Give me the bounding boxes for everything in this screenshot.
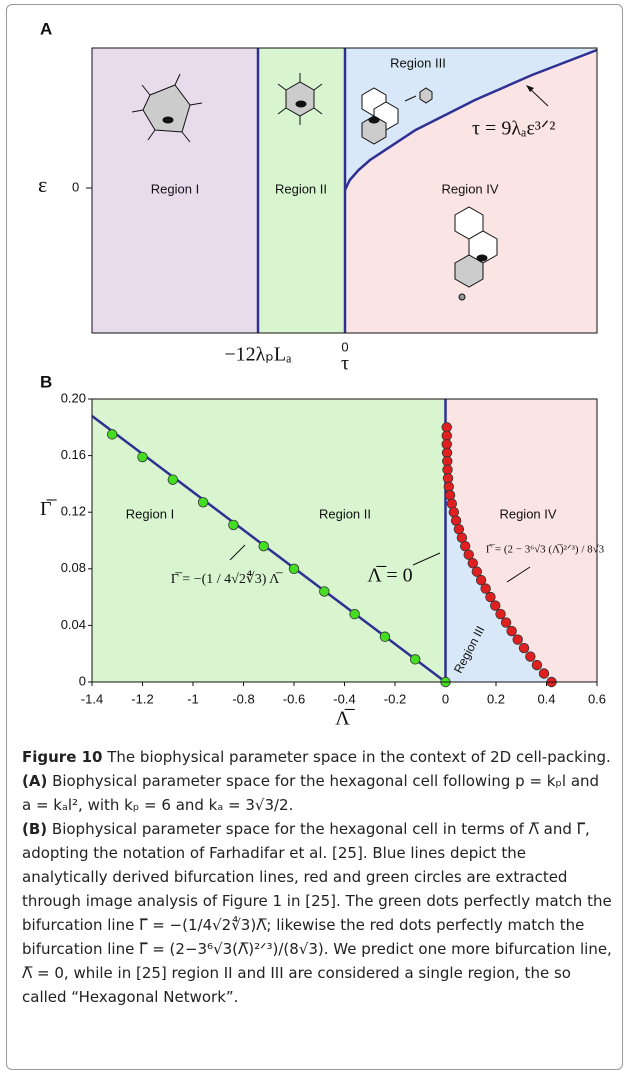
- panel-label: B: [40, 372, 52, 391]
- caption-text: Biophysical parameter space for the hexa…: [22, 772, 600, 814]
- data-point: [258, 540, 269, 552]
- data-point: [485, 591, 496, 603]
- y-tick-label: 0: [72, 179, 79, 194]
- data-point: [228, 519, 239, 531]
- x-tick-label: 0.6: [588, 691, 606, 706]
- x-axis-label: τ: [341, 353, 349, 375]
- y-tick-label: 0.04: [61, 617, 86, 632]
- x-tick-label: 0.2: [487, 691, 505, 706]
- data-point: [506, 625, 517, 637]
- annotation: Γ̅ = −(1 / 4√2∜3) Λ̅: [171, 570, 284, 587]
- figure-frame: [6, 4, 623, 1070]
- data-point: [471, 566, 483, 577]
- arrow: [412, 552, 441, 566]
- data-point: [512, 634, 523, 645]
- x-tick-label: -0.6: [283, 691, 305, 706]
- x-tick-label: -1.4: [81, 691, 103, 706]
- data-point: [480, 583, 491, 594]
- x-tick-label: -0.2: [384, 691, 406, 706]
- caption-label: Figure 10: [22, 748, 103, 766]
- figure: A Region I Region II Region III Region I…: [38, 19, 606, 729]
- data-point: [288, 563, 300, 575]
- caption-part-label: (B): [22, 820, 48, 838]
- x-tick-label: 0: [442, 691, 449, 706]
- arrow: [404, 95, 417, 102]
- data-point: [467, 557, 478, 569]
- y-tick-label: 0.08: [61, 560, 86, 575]
- caption: Figure 10 The biophysical parameter spac…: [22, 745, 612, 1009]
- y-tick-label: 0.16: [61, 447, 86, 462]
- data-point: [410, 654, 421, 665]
- plot: 00.040.080.120.160.20-1.4 -1.2 -1 -0.8 -0.6-…: [40, 390, 606, 729]
- arrow: [229, 544, 246, 561]
- data-point: [463, 549, 474, 560]
- plot-frame: [91, 398, 598, 683]
- region-bg: [345, 48, 597, 190]
- cell-sketch: [131, 73, 498, 301]
- data-point: [500, 617, 512, 628]
- data-point: [490, 600, 501, 611]
- data-point: [525, 651, 536, 662]
- region-label: Region III: [390, 55, 446, 70]
- data-point: [475, 574, 487, 586]
- data-point: [531, 659, 543, 671]
- region-label: Region I: [151, 181, 199, 196]
- data-point: [518, 642, 530, 654]
- data-point: [444, 490, 456, 501]
- boundary-curve: [343, 48, 598, 191]
- x-tick-label: -0.8: [232, 691, 254, 706]
- y-tick-label: 0.12: [61, 504, 86, 519]
- data-point: [319, 586, 330, 597]
- x-tick-label: 0: [341, 339, 348, 354]
- arrow-head: [526, 85, 534, 92]
- annotation: Region I: [126, 506, 174, 521]
- x-tick-label: −12λₚLₐ: [224, 344, 292, 366]
- caption-text: The biophysical parameter space in the c…: [102, 748, 611, 766]
- region-bg: [445, 399, 552, 682]
- data-point: [443, 481, 454, 492]
- panel-frame: [91, 47, 598, 334]
- annotation: Γ̅ = (2 − 3⁶√3 (Λ̅)²ᐟ³) / 8√3: [486, 544, 605, 556]
- data-point: [167, 474, 179, 485]
- x-tick-label: 0.4: [537, 691, 555, 706]
- data-point: [106, 429, 118, 440]
- y-tick-label: 0.20: [61, 390, 86, 405]
- y-tick-label: 0: [79, 673, 86, 688]
- x-tick-label: -1: [187, 691, 199, 706]
- data-point: [448, 507, 460, 518]
- formula: τ = 9λₐε³ᐟ²: [472, 118, 555, 140]
- region-bg: [92, 399, 446, 682]
- data-point: [137, 451, 148, 463]
- data-point: [197, 497, 209, 508]
- arrow: [506, 566, 531, 583]
- y-axis-label: ε: [38, 172, 47, 197]
- caption-part-label: (A): [22, 772, 48, 790]
- x-tick-label: -0.4: [333, 691, 355, 706]
- caption-text: Biophysical parameter space for the hexa…: [22, 820, 612, 1006]
- annotation: Λ̅ = 0: [367, 565, 412, 587]
- data-point: [379, 631, 391, 642]
- y-axis-label: Γ̅: [40, 498, 58, 520]
- panel-label: A: [40, 19, 52, 38]
- region-label: Region II: [275, 181, 327, 196]
- x-tick-label: -1.2: [131, 691, 153, 706]
- data-point: [349, 608, 360, 620]
- data-point: [538, 668, 550, 679]
- annotation: Region IV: [499, 506, 556, 521]
- region-label: Region IV: [441, 181, 498, 196]
- x-axis-label: Λ̅: [335, 708, 356, 730]
- data-point: [446, 498, 458, 509]
- data-point: [495, 608, 506, 620]
- annotation: Region II: [319, 506, 371, 521]
